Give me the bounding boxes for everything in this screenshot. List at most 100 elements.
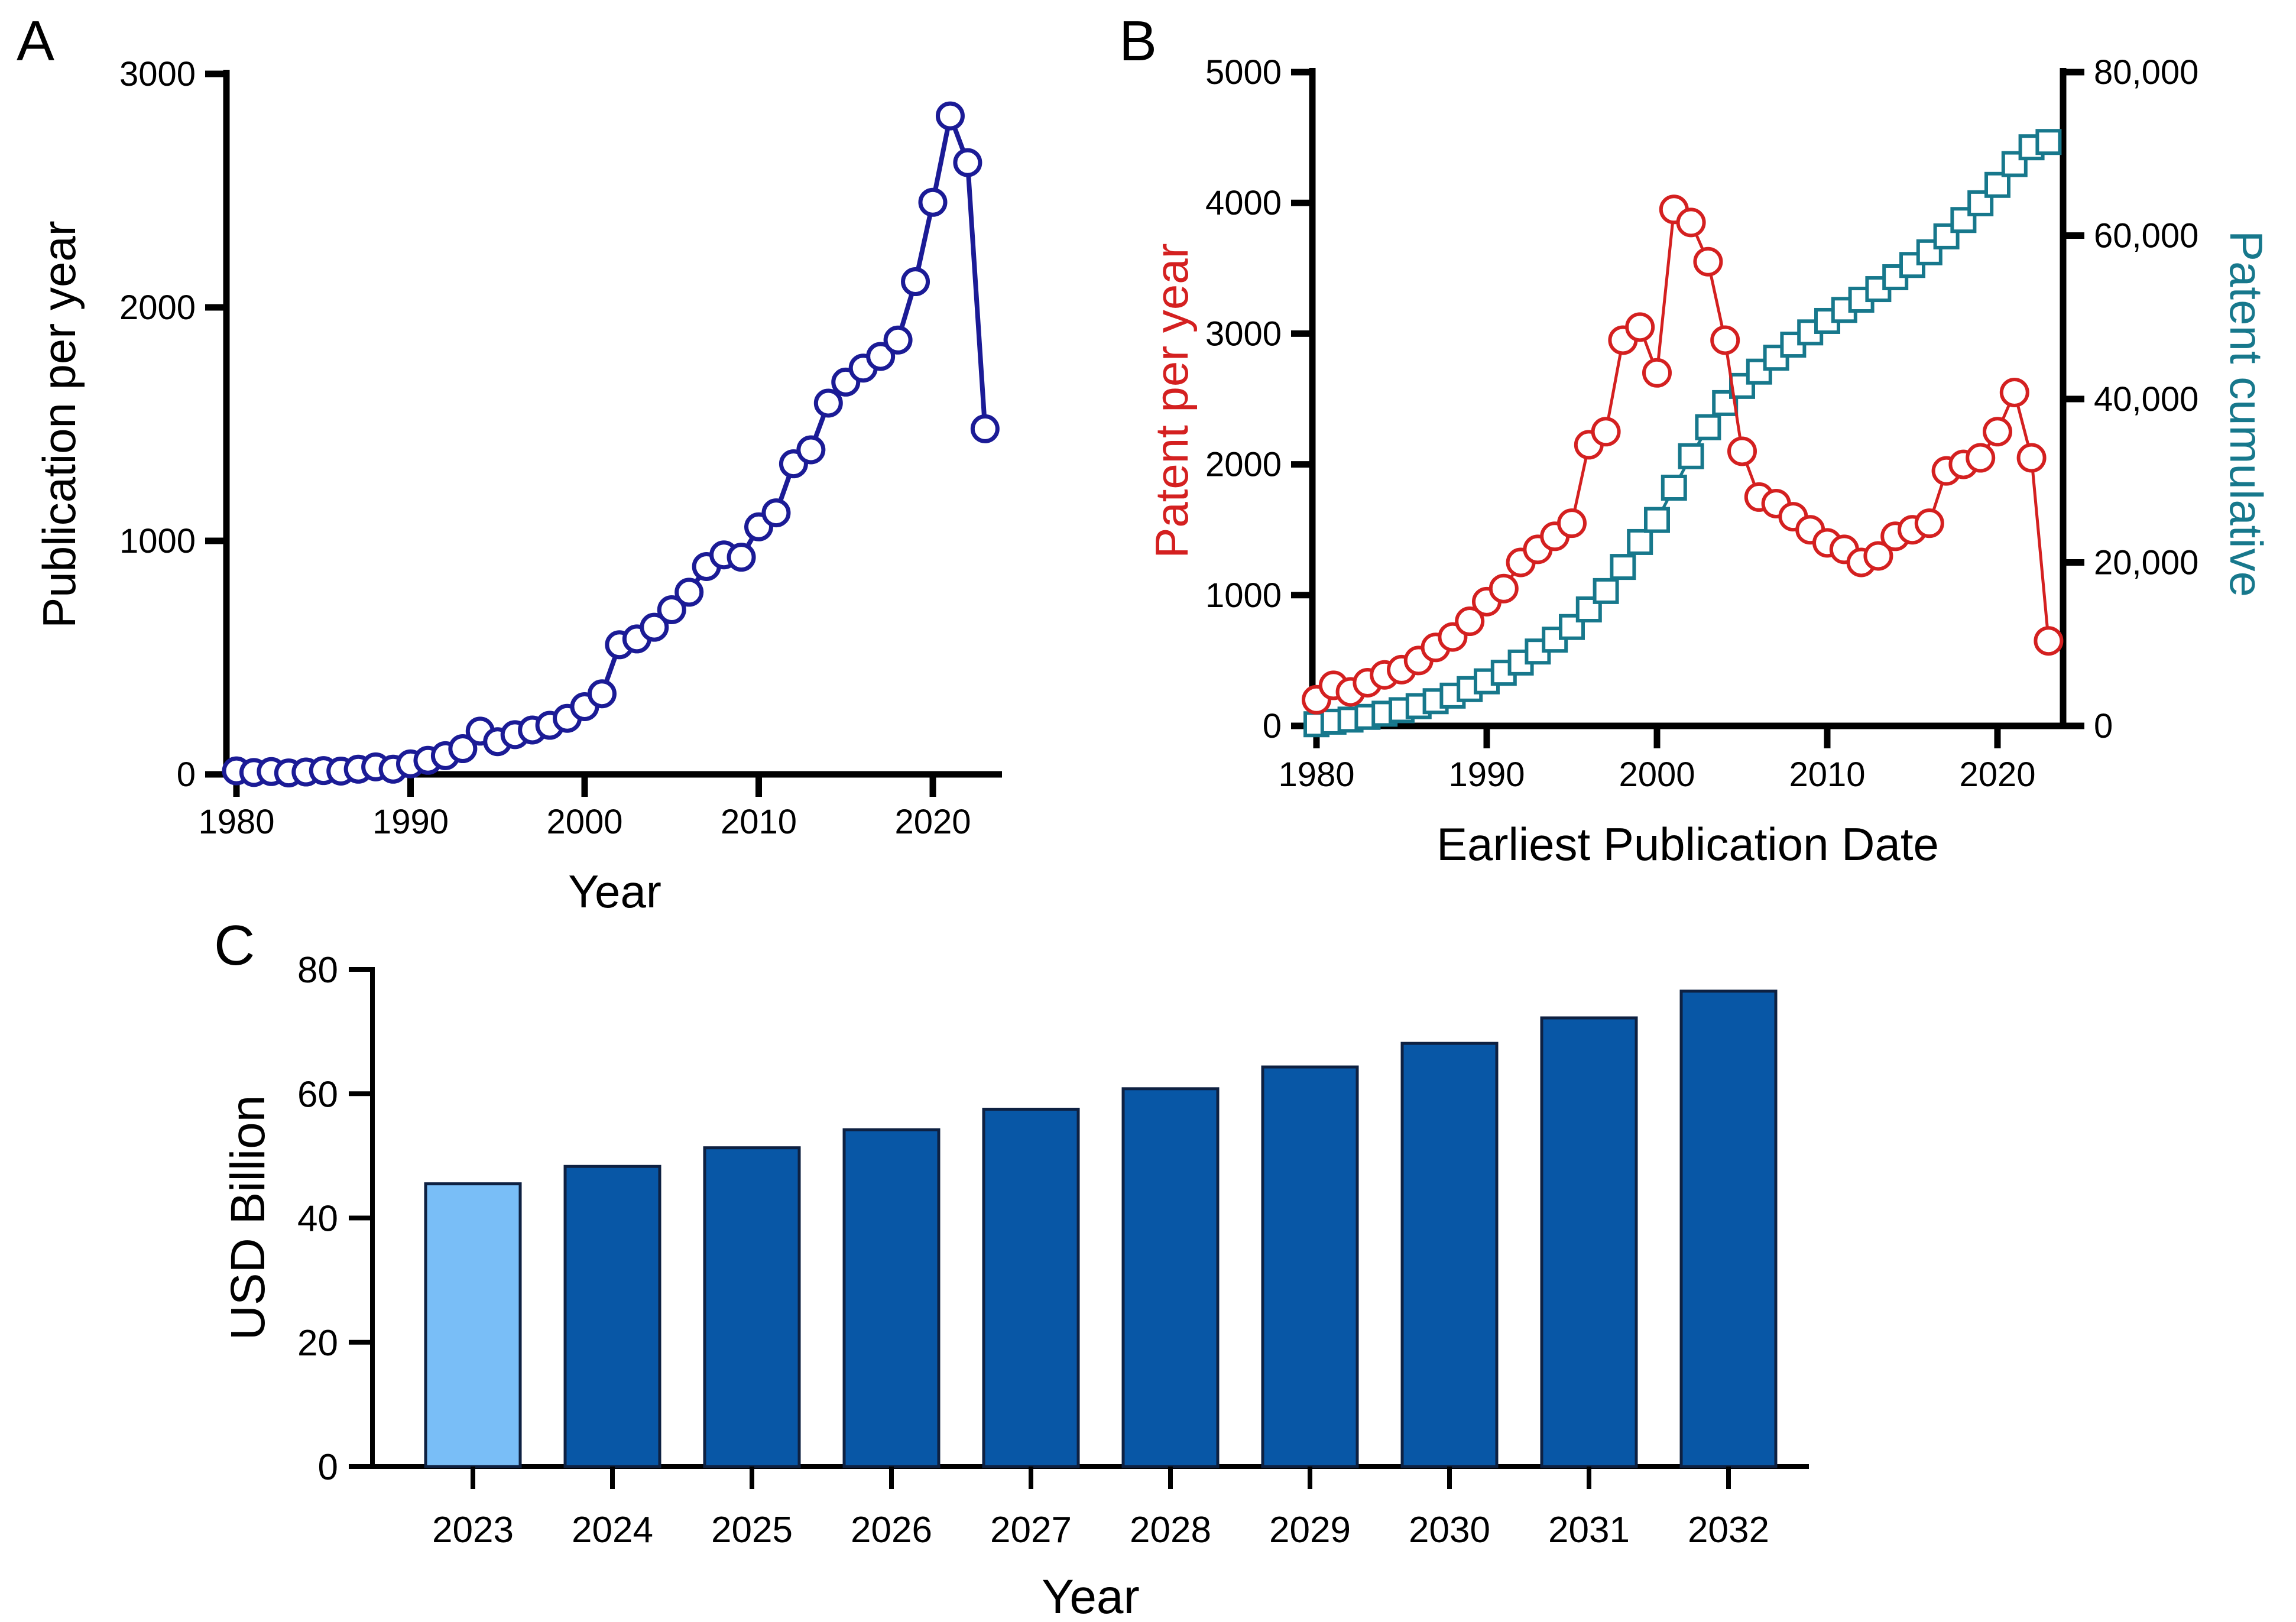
publication-marker bbox=[761, 498, 791, 528]
patent-marker bbox=[1880, 521, 1911, 552]
publication-marker bbox=[518, 715, 547, 745]
publication-marker bbox=[309, 756, 338, 786]
cumulative-marker bbox=[1899, 252, 1925, 278]
x-tick-label: 2000 bbox=[546, 803, 622, 841]
cumulative-line bbox=[1316, 140, 2049, 726]
publication-marker bbox=[274, 758, 303, 788]
x-tick-label: 1980 bbox=[1278, 755, 1354, 794]
x-tick-label: 2024 bbox=[572, 1510, 653, 1550]
patent-marker bbox=[1999, 377, 2029, 407]
x-tick-label: 2030 bbox=[1409, 1510, 1490, 1550]
left-y-tick-label: 3000 bbox=[1205, 314, 1282, 353]
publication-marker bbox=[257, 757, 286, 786]
patent-marker bbox=[1438, 622, 1468, 652]
cumulative-marker bbox=[1950, 207, 1977, 233]
left-y-tick-label: 0 bbox=[1263, 707, 1282, 745]
cumulative-marker bbox=[1320, 708, 1347, 735]
patent-marker bbox=[1642, 358, 1672, 388]
patent-marker bbox=[1761, 488, 1791, 518]
patent-marker bbox=[1914, 508, 1944, 538]
patent-marker bbox=[1659, 194, 1689, 225]
patent-marker bbox=[1795, 515, 1825, 545]
left-y-tick-label: 5000 bbox=[1205, 53, 1282, 92]
x-tick-label: 1990 bbox=[372, 803, 449, 841]
patent-marker bbox=[1983, 417, 2012, 447]
y-tick-label: 0 bbox=[177, 755, 196, 794]
cumulative-marker bbox=[1695, 414, 1721, 440]
cumulative-marker bbox=[1916, 239, 1942, 265]
publication-marker bbox=[465, 716, 495, 746]
panel-c-x-axis-title: Year bbox=[1042, 1570, 1140, 1622]
cumulative-marker bbox=[1457, 676, 1483, 702]
bar-2030 bbox=[1400, 1042, 1499, 1468]
patent-marker bbox=[1488, 573, 1519, 604]
cumulative-marker bbox=[1882, 264, 1909, 291]
patent-marker bbox=[1335, 677, 1366, 707]
patent-marker bbox=[1318, 670, 1348, 700]
x-tick-label: 2031 bbox=[1548, 1510, 1630, 1550]
cumulative-marker bbox=[1490, 660, 1517, 686]
publication-marker bbox=[413, 745, 443, 775]
cumulative-marker bbox=[1303, 711, 1329, 738]
publication-marker bbox=[918, 187, 948, 217]
bar-2026 bbox=[842, 1128, 941, 1468]
bar-2028 bbox=[1121, 1087, 1220, 1468]
bar-2031 bbox=[1540, 1016, 1638, 1468]
left-y-tick-label: 4000 bbox=[1205, 184, 1282, 222]
right-y-tick-label: 40,000 bbox=[2094, 380, 2198, 419]
patent-marker bbox=[1931, 456, 1961, 486]
cumulative-marker bbox=[1780, 332, 1807, 358]
patent-marker bbox=[1455, 606, 1485, 637]
publication-marker bbox=[883, 325, 913, 355]
publication-line bbox=[236, 113, 988, 776]
panel-b-x-axis-title: Earliest Publication Date bbox=[1436, 818, 1939, 870]
panel-b-left-y-axis-title: Patent per year bbox=[1146, 243, 1198, 559]
cumulative-marker bbox=[1559, 614, 1585, 640]
cumulative-marker bbox=[1405, 693, 1432, 719]
publication-marker bbox=[587, 679, 617, 709]
patent-line bbox=[1315, 207, 2050, 701]
cumulative-marker bbox=[1575, 596, 1602, 622]
cumulative-marker bbox=[1967, 190, 1994, 216]
x-tick-label: 2026 bbox=[851, 1510, 932, 1550]
patent-marker bbox=[1353, 668, 1383, 698]
bar-2032 bbox=[1679, 990, 1778, 1468]
patent-marker bbox=[1506, 547, 1536, 578]
cumulative-marker bbox=[1422, 688, 1449, 715]
patent-marker bbox=[1727, 436, 1757, 466]
publication-marker bbox=[901, 267, 930, 297]
cumulative-marker bbox=[1712, 390, 1739, 416]
patent-marker bbox=[1403, 645, 1434, 676]
publication-marker bbox=[622, 624, 651, 654]
right-y-tick-label: 80,000 bbox=[2094, 53, 2198, 92]
left-y-tick-label: 2000 bbox=[1205, 446, 1282, 484]
panel-c-letter: C bbox=[214, 914, 255, 977]
publication-marker bbox=[935, 101, 965, 131]
y-tick-label: 3000 bbox=[119, 55, 196, 93]
publication-marker bbox=[500, 720, 530, 750]
publication-marker bbox=[848, 353, 878, 383]
patent-marker bbox=[1966, 443, 1996, 473]
publication-marker bbox=[535, 711, 565, 740]
patent-marker bbox=[1863, 541, 1893, 571]
publication-marker bbox=[343, 754, 373, 784]
x-tick-label: 2032 bbox=[1688, 1510, 1769, 1550]
cumulative-marker bbox=[1678, 443, 1704, 469]
publication-marker bbox=[674, 578, 704, 607]
patent-marker bbox=[1744, 482, 1774, 512]
y-tick-label: 40 bbox=[297, 1199, 338, 1240]
bar-2025 bbox=[703, 1146, 801, 1468]
cumulative-marker bbox=[2001, 151, 2028, 177]
publication-marker bbox=[378, 754, 408, 784]
y-tick-label: 60 bbox=[297, 1074, 338, 1115]
cumulative-marker bbox=[1729, 372, 1755, 399]
bar-2027 bbox=[982, 1108, 1080, 1468]
publication-marker bbox=[831, 367, 861, 397]
patent-marker bbox=[1370, 660, 1400, 690]
cumulative-marker bbox=[1661, 475, 1687, 501]
cumulative-marker bbox=[2035, 129, 2062, 155]
cumulative-marker bbox=[1763, 345, 1789, 371]
cumulative-marker bbox=[1507, 649, 1534, 676]
patent-marker bbox=[2016, 443, 2047, 473]
